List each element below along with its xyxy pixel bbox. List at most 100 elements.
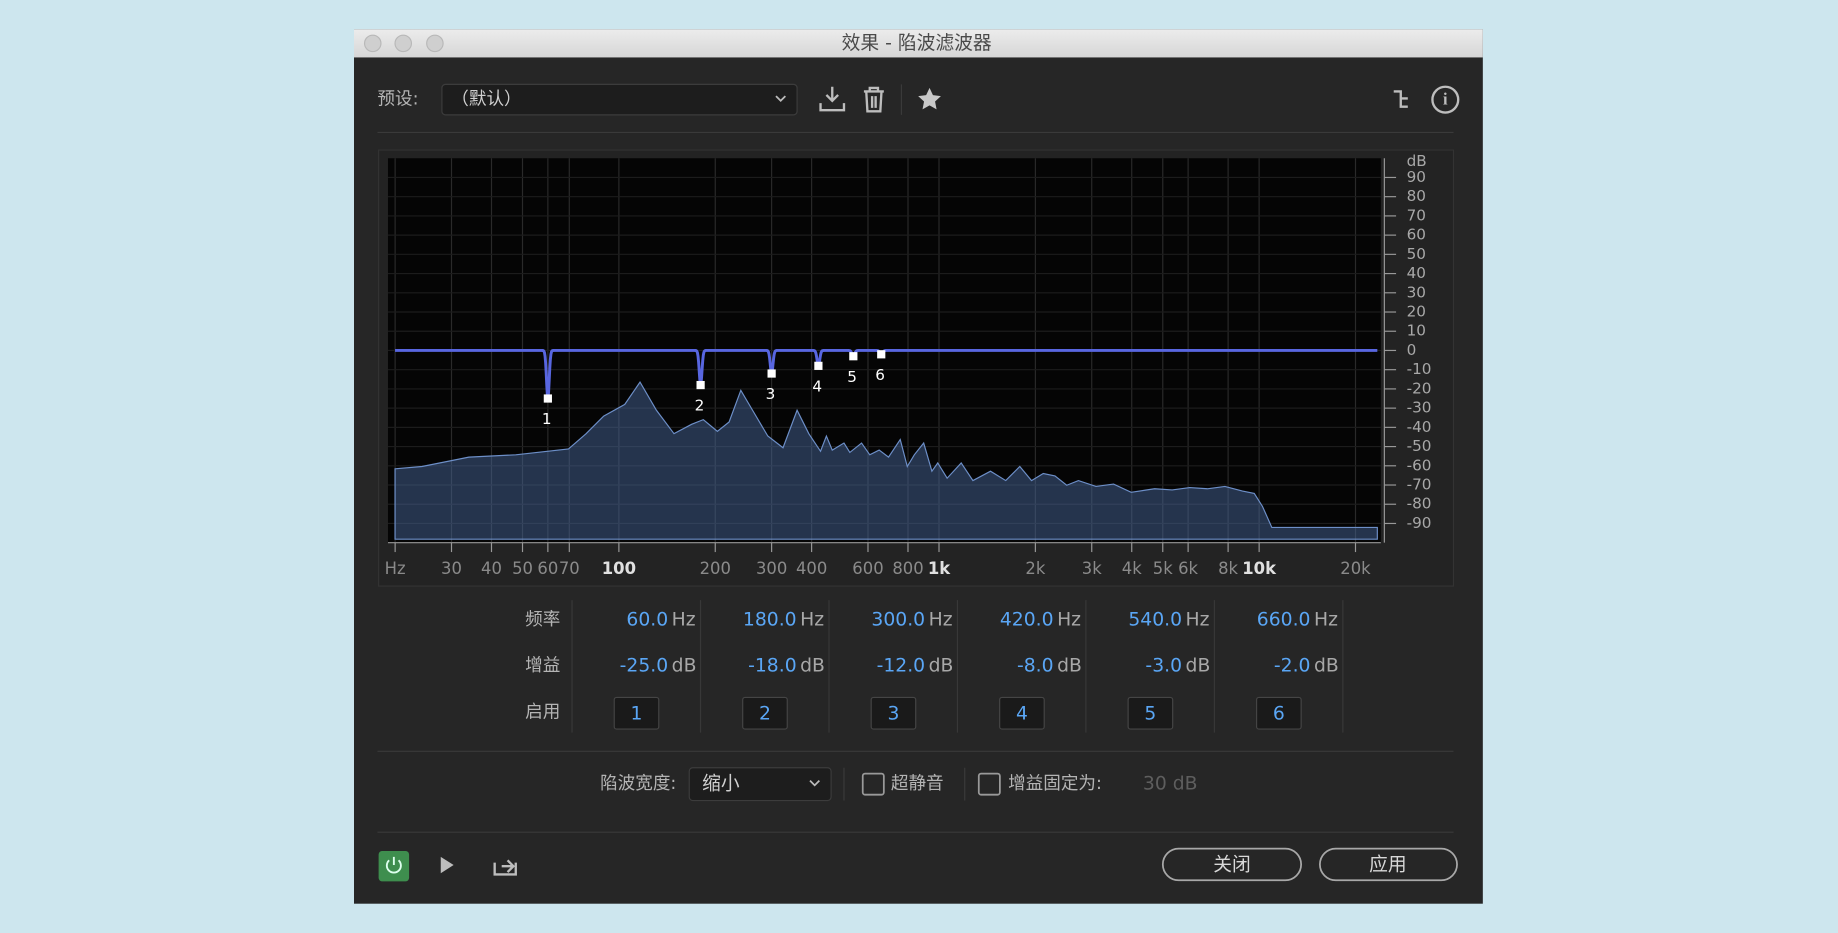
x-tick-label: 20k [1340,559,1371,578]
preset-dropdown[interactable] [441,83,798,116]
y-tick-label: 80 [1407,187,1426,205]
ultra-quiet-label: 超静音 [891,774,944,794]
notch-label: 1 [542,410,552,428]
frequency-unit: Hz [1314,610,1338,631]
gain-unit: dB [800,655,825,676]
notch-handle[interactable] [849,352,858,361]
notch-label: 2 [695,397,705,415]
x-tick-label: 4k [1122,559,1142,578]
fixed-gain-checkbox[interactable] [977,772,1001,796]
x-tick-label: 70 [559,559,580,578]
y-tick-label: 20 [1407,303,1426,321]
info-glyph: i [1443,90,1448,109]
y-tick-label: -90 [1407,514,1432,532]
x-tick-label: 2k [1025,559,1045,578]
y-tick-label: 90 [1407,168,1426,186]
preset-value: （默认） [451,90,521,110]
x-tick-label: 8k [1218,559,1238,578]
enable-toggle[interactable] [1256,696,1302,730]
title-bar [354,29,1483,58]
y-tick-label: -10 [1407,360,1432,378]
enable-toggle[interactable] [1127,696,1174,730]
gain-unit: dB [1314,655,1339,676]
y-tick-label: 40 [1407,264,1426,282]
frequency-value: 540.0 [1128,610,1182,631]
x-tick-label: Hz [385,559,406,578]
notch-handle[interactable] [767,369,776,378]
gain-unit: dB [672,655,697,676]
favorite-icon[interactable] [918,87,941,110]
play-button[interactable] [440,856,454,874]
frequency-unit: Hz [672,610,696,631]
frequency-unit: Hz [1057,610,1081,631]
x-tick-label: 400 [796,559,827,578]
apply-button[interactable] [1319,847,1458,882]
notch-handle[interactable] [543,394,552,403]
response-curve [395,348,1378,399]
close-dot[interactable] [363,34,382,53]
routing-icon[interactable] [1393,90,1408,108]
width-value: 缩小 [702,773,740,795]
frequency-value: 300.0 [871,610,925,631]
enable-toggle[interactable] [742,696,788,730]
notch-handle[interactable] [696,380,705,390]
power-button[interactable] [378,850,410,882]
close-button[interactable] [1161,847,1303,882]
notch-handle[interactable] [877,350,886,359]
gain-value: -18.0 [748,655,797,676]
save-icon[interactable] [819,86,846,112]
info-icon[interactable] [1431,85,1460,114]
gain-value: -2.0 [1274,655,1311,676]
x-tick-label: 800 [892,559,923,578]
width-dropdown[interactable] [688,767,832,802]
gain-row-label: 增益 [525,656,560,676]
enable-toggle-label: 3 [887,703,899,724]
enable-toggle[interactable] [613,696,660,730]
width-label: 陷波宽度: [600,774,676,794]
close-button-label: 关闭 [1213,854,1251,876]
gain-value: -12.0 [877,655,926,676]
notch-handle[interactable] [814,361,823,370]
preset-label: 预设: [377,90,418,110]
x-tick-label: 6k [1178,559,1198,578]
y-unit: dB [1407,152,1427,170]
x-tick-label: 100 [602,559,636,578]
x-tick-label: 60 [537,559,558,578]
enable-row-label: 启用 [525,703,560,723]
enable-toggle-label: 4 [1016,703,1028,724]
zoom-dot[interactable] [426,34,444,53]
enable-toggle[interactable] [999,696,1045,730]
window-title: 效果 - 陷波滤波器 [842,32,992,54]
minimize-dot[interactable] [394,34,413,53]
enable-toggle-label: 6 [1273,703,1285,724]
apply-button-label: 应用 [1369,854,1407,876]
ultra-quiet-checkbox[interactable] [861,772,885,796]
y-tick-label: 60 [1407,226,1426,244]
gain-unit: dB [929,655,954,676]
frequency-unit: Hz [929,610,953,631]
loop-button[interactable] [493,859,517,876]
gain-value: -3.0 [1145,655,1182,676]
plot: Hz 30 40 50 60 70 100 200 300 400 600 800 1k 2k 3k 4k 5k… [385,152,1432,578]
gain-value: -8.0 [1017,655,1054,676]
frequency-unit: Hz [800,610,824,631]
power-glyph [385,856,402,874]
notch-label: 4 [812,377,822,395]
notch-label: 6 [875,366,885,384]
spectrum [394,381,1378,540]
frequency-value: 60.0 [626,610,668,631]
delete-icon[interactable] [863,86,884,113]
y-tick-label: -40 [1407,418,1432,436]
y-tick-label: 10 [1407,322,1426,340]
frequency-value: 660.0 [1257,610,1311,631]
x-tick-label: 200 [700,559,731,578]
y-tick-label: 50 [1407,245,1426,263]
y-tick-label: 0 [1407,341,1417,359]
enable-toggle-label: 2 [759,703,771,724]
frequency-value: 420.0 [1000,610,1054,631]
y-tick-label: -70 [1407,476,1432,494]
y-tick-label: 70 [1407,206,1426,224]
enable-toggle[interactable] [870,696,917,730]
